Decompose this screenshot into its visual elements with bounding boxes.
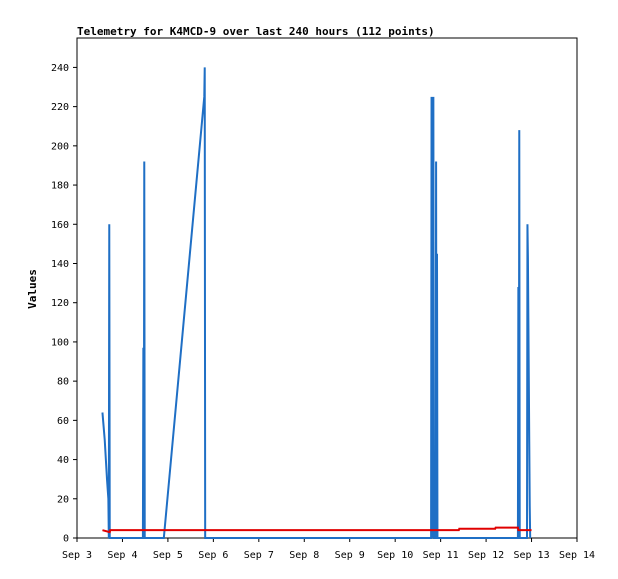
x-tick-label: Sep 9 (335, 550, 365, 561)
chart-title: Telemetry for K4MCD-9 over last 240 hour… (77, 25, 435, 38)
x-tick-label: Sep 10 (377, 550, 413, 561)
x-tick-label: Sep 7 (244, 550, 274, 561)
y-axis-label: Values (26, 269, 39, 309)
y-tick-label: 180 (51, 181, 69, 192)
y-tick-label: 160 (51, 220, 69, 231)
plot-border (76, 37, 578, 539)
plot-area: 0 20 40 60 80 100 120 140 160 180 200 220 240 Sep 3 Se… (51, 37, 595, 561)
y-tick-label: 20 (57, 494, 69, 505)
series-line-1 (101, 67, 532, 539)
x-tick-label: Sep 6 (198, 550, 228, 561)
y-tick-label: 80 (57, 377, 69, 388)
y-tick-label: 200 (51, 141, 69, 152)
x-tick-label: Sep 13 (513, 550, 549, 561)
y-tick-label: 100 (51, 337, 69, 348)
y-tick-label: 0 (63, 534, 69, 545)
y-tick-label: 40 (57, 455, 69, 466)
series-line-2 (102, 526, 532, 534)
x-tick-label: Sep 12 (468, 550, 504, 561)
y-tick-label: 60 (57, 416, 69, 427)
x-tick-label: Sep 11 (423, 550, 459, 561)
x-tick-label: Sep 14 (559, 550, 595, 561)
x-tick-label: Sep 8 (289, 550, 319, 561)
y-tick-label: 220 (51, 102, 69, 113)
x-tick-label: Sep 3 (62, 550, 92, 561)
y-tick-label: 140 (51, 259, 69, 270)
y-tick-label: 120 (51, 298, 69, 309)
y-tick-label: 240 (51, 63, 69, 74)
x-tick-label: Sep 4 (107, 550, 137, 561)
x-tick-label: Sep 5 (153, 550, 183, 561)
